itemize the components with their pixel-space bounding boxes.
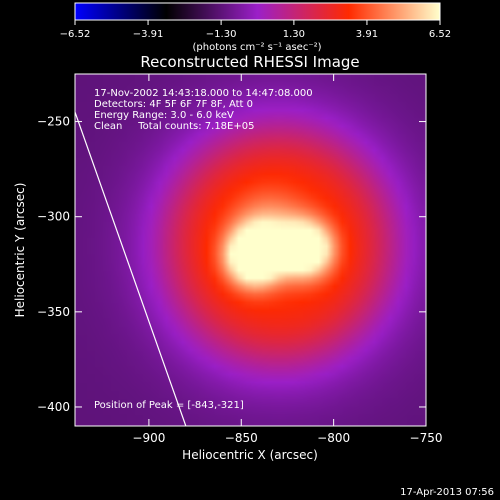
plot-frame <box>74 73 427 427</box>
chart-title: Reconstructed RHESSI Image <box>140 53 359 71</box>
annotation-line: Clean Total counts: 7.18E+05 <box>94 121 254 132</box>
annotation-line: 17-Nov-2002 14:43:18.000 to 14:47:08.000 <box>94 88 313 99</box>
footer-timestamp: 17-Apr-2013 07:56 <box>400 487 494 498</box>
x-tick-label: −800 <box>317 431 350 445</box>
colorbar-tick-label: 3.91 <box>356 29 378 40</box>
x-tick-label: −750 <box>410 431 443 445</box>
y-tick-label: −250 <box>37 115 70 129</box>
x-tick-label: −850 <box>225 431 258 445</box>
y-tick-label: −350 <box>37 305 70 319</box>
heatmap-image <box>75 74 426 426</box>
x-tick-label: −900 <box>132 431 165 445</box>
y-axis-ticks: −250 −300 −350 −400 <box>37 115 426 414</box>
colorbar-tick-label: −1.30 <box>206 29 237 40</box>
solar-limb-line <box>75 111 187 426</box>
y-axis-label: Heliocentric Y (arcsec) <box>13 183 27 318</box>
colorbar-ticks: −6.52 −3.91 −1.30 1.30 3.91 6.52 <box>60 20 451 40</box>
x-axis-label: Heliocentric X (arcsec) <box>182 448 318 462</box>
colorbar-tick-label: −6.52 <box>60 29 91 40</box>
peak-position-label: Position of Peak = [-843,-321] <box>94 400 244 411</box>
colorbar-tick-label: −3.91 <box>133 29 164 40</box>
colorbar-unit-label: (photons cm⁻² s⁻¹ asec⁻²) <box>192 42 321 53</box>
x-axis-ticks: −900 −850 −800 −750 <box>132 74 442 445</box>
colorbar <box>74 2 441 21</box>
y-tick-label: −400 <box>37 400 70 414</box>
y-tick-label: −300 <box>37 210 70 224</box>
annotation-line: Energy Range: 3.0 - 6.0 keV <box>94 110 234 121</box>
observation-annotations: 17-Nov-2002 14:43:18.000 to 14:47:08.000… <box>94 88 313 132</box>
annotation-line: Detectors: 4F 5F 6F 7F 8F, Att 0 <box>94 99 253 110</box>
colorbar-tick-label: 1.30 <box>283 29 305 40</box>
colorbar-tick-label: 6.52 <box>429 29 451 40</box>
plot-area <box>75 74 426 426</box>
